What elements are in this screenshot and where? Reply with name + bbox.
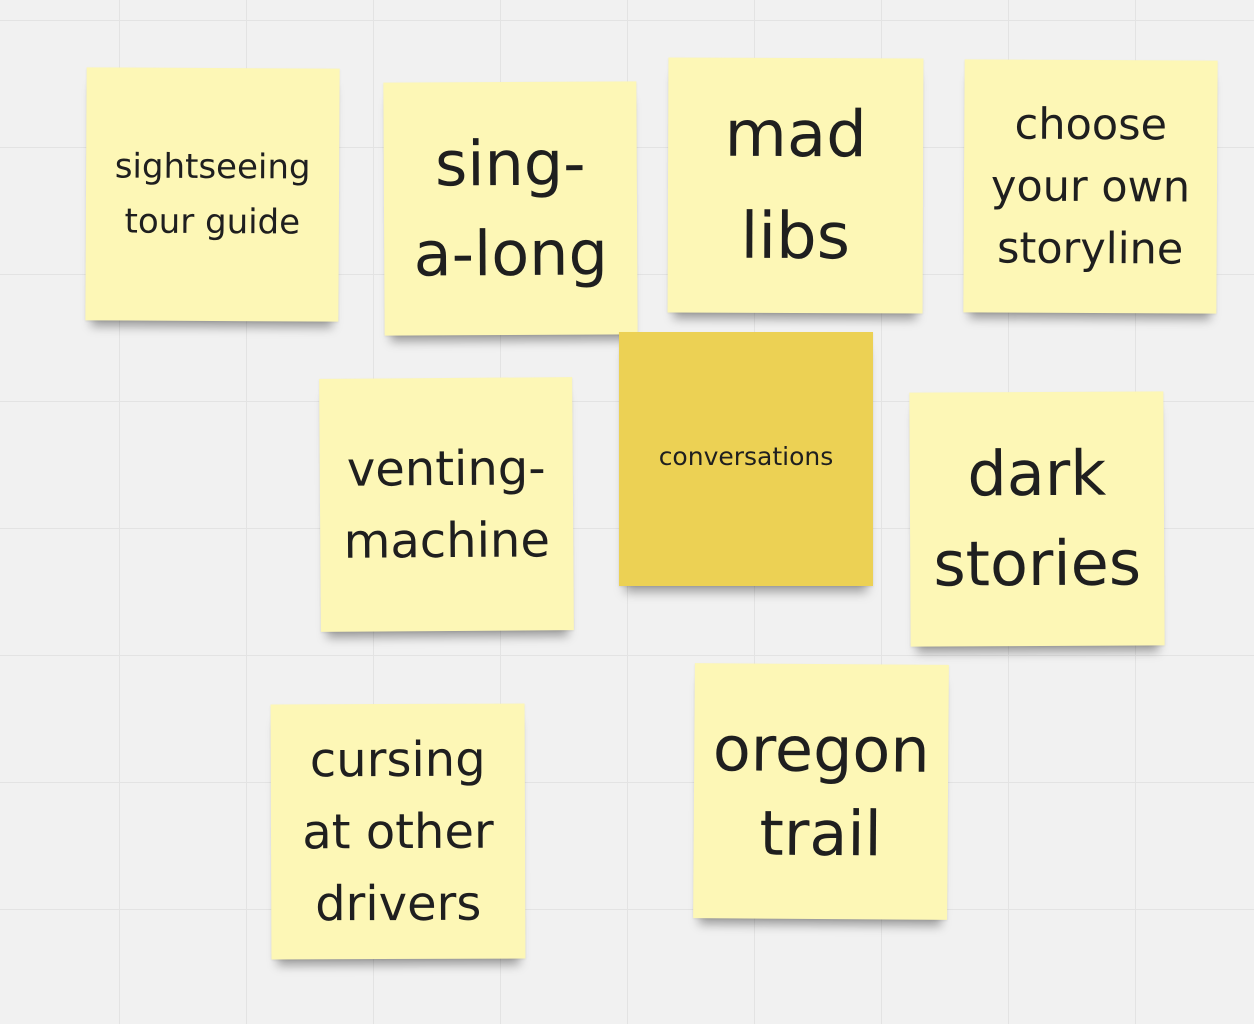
sticky-note-venting-machine[interactable]: venting- machine bbox=[319, 377, 574, 632]
sticky-note-text: conversations bbox=[658, 442, 834, 471]
sticky-note-text: cursing at other drivers bbox=[302, 731, 494, 932]
sticky-note-cursing-at-other-drivers[interactable]: cursing at other drivers bbox=[270, 703, 526, 960]
sticky-note-conversations[interactable]: conversations bbox=[619, 332, 873, 586]
sticky-note-choose-your-own-storyline[interactable]: choose your own storyline bbox=[963, 59, 1218, 314]
sticky-note-sing-a-long[interactable]: sing- a-long bbox=[383, 81, 638, 336]
sticky-note-text: sing- a-long bbox=[413, 126, 609, 291]
sticky-note-text: oregon trail bbox=[712, 711, 930, 870]
sticky-note-text: venting- machine bbox=[343, 439, 551, 570]
sticky-note-oregon-trail[interactable]: oregon trail bbox=[693, 663, 949, 920]
sticky-note-text: dark stories bbox=[933, 436, 1142, 601]
sticky-note-mad-libs[interactable]: mad libs bbox=[667, 57, 924, 314]
sticky-note-text: choose your own storyline bbox=[990, 99, 1191, 274]
sticky-note-dark-stories[interactable]: dark stories bbox=[909, 391, 1165, 647]
sticky-note-text: sightseeing tour guide bbox=[114, 145, 311, 242]
sticky-note-sightseeing-tour-guide[interactable]: sightseeing tour guide bbox=[85, 67, 340, 322]
sticky-note-text: mad libs bbox=[724, 97, 867, 274]
